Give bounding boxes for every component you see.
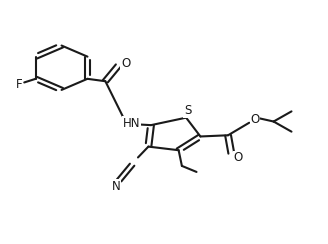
Text: O: O — [251, 113, 260, 126]
Text: O: O — [234, 151, 243, 164]
Text: N: N — [112, 180, 120, 193]
Text: HN: HN — [123, 117, 140, 130]
Text: O: O — [121, 57, 130, 70]
Text: S: S — [184, 104, 192, 117]
Text: F: F — [16, 78, 23, 91]
